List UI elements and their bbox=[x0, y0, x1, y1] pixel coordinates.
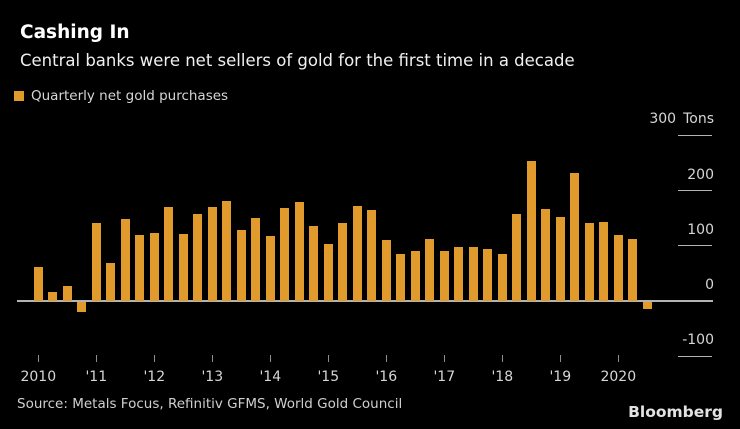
y-tick-value: 300 bbox=[649, 111, 677, 128]
bar-2012-q4 bbox=[193, 213, 203, 301]
x-tick-label: '19 bbox=[549, 369, 572, 385]
y-tick-label: 0 bbox=[705, 278, 714, 293]
bar-2016-q3 bbox=[410, 251, 420, 301]
x-tick-label: '13 bbox=[201, 369, 224, 385]
x-tick-mark bbox=[153, 355, 156, 362]
x-tick-mark bbox=[617, 355, 620, 362]
chart-title: Cashing In bbox=[20, 22, 130, 43]
bar-2015-q2 bbox=[338, 222, 348, 301]
bar-2020-q1 bbox=[613, 234, 623, 301]
bar-2011-q4 bbox=[135, 235, 145, 301]
bar-2020-q2 bbox=[628, 238, 638, 301]
bar-2014-q3 bbox=[294, 201, 304, 301]
y-tick-label: 300 Tons bbox=[649, 112, 714, 127]
bar-2017-q3 bbox=[468, 247, 478, 301]
legend-label: Quarterly net gold purchases bbox=[31, 87, 229, 104]
y-tick-label: 200 bbox=[687, 166, 714, 183]
y-tick-line bbox=[678, 245, 712, 247]
bar-2015-q3 bbox=[352, 205, 362, 301]
y-tick-label: -100 bbox=[682, 333, 714, 348]
bar-2016-q4 bbox=[425, 239, 435, 301]
chart-subtitle: Central banks were net sellers of gold f… bbox=[20, 51, 575, 70]
y-tick-label: 100 bbox=[687, 221, 714, 238]
y-tick-value: 0 bbox=[705, 277, 714, 293]
x-tick-mark bbox=[385, 355, 388, 362]
bar-2013-q1 bbox=[207, 207, 217, 301]
bar-2012-q2 bbox=[164, 207, 174, 301]
x-tick-label: '16 bbox=[375, 369, 398, 385]
y-tick-value: -100 bbox=[682, 332, 714, 349]
bar-2010-q1 bbox=[33, 266, 43, 301]
x-tick-label: '15 bbox=[317, 369, 340, 385]
bar-2019-q4 bbox=[599, 222, 609, 301]
x-tick-mark bbox=[327, 355, 330, 362]
x-tick-mark bbox=[269, 355, 272, 362]
y-tick-value: 200 bbox=[687, 166, 714, 183]
bar-2012-q1 bbox=[149, 233, 159, 301]
bar-2018-q3 bbox=[526, 161, 536, 301]
bar-2017-q4 bbox=[483, 248, 493, 301]
legend: Quarterly net gold purchases bbox=[14, 88, 228, 104]
bar-2011-q1 bbox=[91, 222, 101, 301]
bar-2018-q4 bbox=[541, 209, 551, 301]
bar-2017-q1 bbox=[439, 251, 449, 301]
y-axis-unit: Tons bbox=[683, 111, 714, 128]
bar-2018-q2 bbox=[512, 214, 522, 301]
bar-2019-q1 bbox=[555, 216, 565, 301]
bar-2014-q1 bbox=[265, 235, 275, 301]
legend-swatch-icon bbox=[14, 91, 24, 101]
x-tick-mark bbox=[211, 355, 214, 362]
bar-2010-q2 bbox=[48, 292, 58, 301]
bar-2011-q3 bbox=[120, 219, 130, 301]
bar-2012-q3 bbox=[178, 234, 188, 301]
y-tick-line bbox=[678, 355, 712, 357]
bar-2018-q1 bbox=[497, 254, 507, 301]
bar-2014-q4 bbox=[309, 225, 319, 301]
bar-2019-q2 bbox=[570, 173, 580, 301]
x-tick-label: '11 bbox=[85, 369, 108, 385]
x-tick-mark bbox=[443, 355, 446, 362]
bar-2014-q2 bbox=[280, 207, 290, 301]
bar-2020-q3 bbox=[642, 302, 652, 310]
x-tick-mark bbox=[95, 355, 98, 362]
y-tick-value: 100 bbox=[687, 221, 714, 238]
bar-2015-q4 bbox=[367, 209, 377, 301]
x-tick-label: '12 bbox=[143, 369, 166, 385]
x-tick-mark bbox=[501, 355, 504, 362]
x-tick-mark bbox=[559, 355, 562, 362]
bar-2010-q3 bbox=[62, 286, 72, 301]
source-caption: Source: Metals Focus, Refinitiv GFMS, Wo… bbox=[17, 396, 403, 412]
y-tick-line bbox=[678, 190, 712, 192]
bar-2019-q3 bbox=[584, 223, 594, 301]
x-tick-label: '17 bbox=[433, 369, 456, 385]
bar-2013-q3 bbox=[236, 230, 246, 301]
x-tick-label: '18 bbox=[491, 369, 514, 385]
zero-axis-line bbox=[17, 300, 713, 302]
bloomberg-logo: Bloomberg bbox=[628, 403, 723, 421]
x-tick-label: '14 bbox=[259, 369, 282, 385]
bar-2011-q2 bbox=[106, 263, 116, 301]
x-tick-mark bbox=[37, 355, 40, 362]
bar-2017-q2 bbox=[454, 247, 464, 301]
y-tick-line bbox=[678, 134, 712, 137]
bar-2010-q4 bbox=[77, 302, 87, 313]
bar-2016-q1 bbox=[381, 239, 391, 301]
bar-2013-q4 bbox=[251, 218, 261, 301]
bar-2013-q2 bbox=[222, 201, 232, 301]
x-tick-label: 2020 bbox=[600, 369, 637, 385]
bar-2015-q1 bbox=[323, 244, 333, 301]
x-tick-label: 2010 bbox=[20, 369, 57, 385]
bar-2016-q2 bbox=[396, 253, 406, 301]
